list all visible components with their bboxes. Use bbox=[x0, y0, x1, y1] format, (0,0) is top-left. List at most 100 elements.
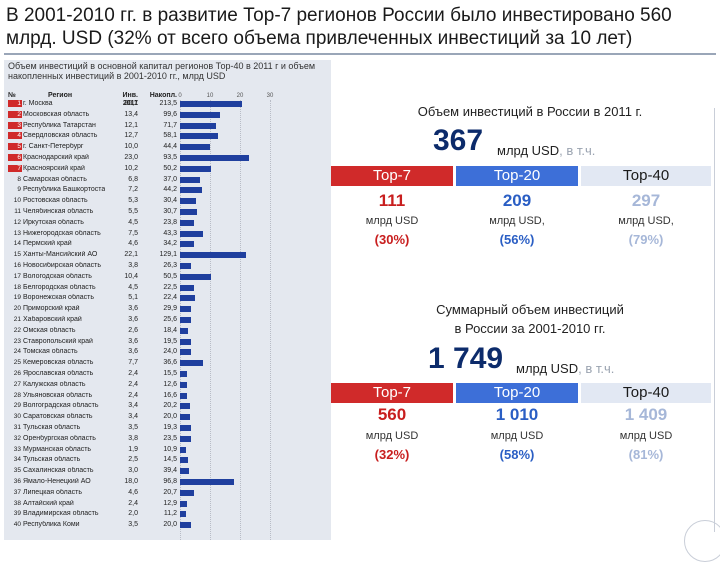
row-accumulated: 37,0 bbox=[163, 175, 177, 183]
bar-inv2011 bbox=[180, 263, 192, 269]
title-divider bbox=[4, 53, 716, 55]
unit-top20-2011: млрд USD, bbox=[489, 215, 545, 227]
bar-inv2011 bbox=[180, 425, 191, 431]
bar-inv2011 bbox=[180, 176, 201, 183]
row-rank: 39 bbox=[13, 510, 21, 518]
row-accumulated: 50,5 bbox=[163, 272, 177, 280]
row-accumulated: 16,6 bbox=[163, 391, 177, 399]
row-rank: 22 bbox=[13, 326, 21, 334]
heading-total-line2: в России за 2001-2010 гг. bbox=[454, 321, 606, 336]
row-accumulated: 10,9 bbox=[163, 445, 177, 453]
row-rank: 27 bbox=[13, 380, 21, 388]
row-rank: 17 bbox=[13, 272, 21, 280]
bar-inv2011 bbox=[180, 479, 234, 485]
row-accumulated: 20,0 bbox=[163, 413, 177, 421]
row-rank: 7 bbox=[8, 164, 22, 172]
group-box-top20-total: Тор-20 bbox=[456, 383, 578, 403]
row-region: Тульская область bbox=[23, 456, 81, 464]
value-top40-2011: 297 bbox=[631, 191, 661, 210]
row-region: Ульяновская область bbox=[23, 391, 93, 399]
group-box-top7-total: Тор-7 bbox=[331, 383, 453, 403]
row-accumulated: 213,5 bbox=[159, 100, 177, 107]
total-2001-2010-unit: млрд USD, в т.ч. bbox=[516, 361, 615, 376]
bar-inv2011 bbox=[180, 230, 203, 237]
row-accumulated: 30,4 bbox=[163, 197, 177, 205]
row-inv2011: 5,1 bbox=[128, 294, 138, 302]
header-region: Регион bbox=[48, 92, 73, 99]
bar-inv2011 bbox=[180, 111, 221, 118]
bar-inv2011 bbox=[180, 155, 249, 161]
row-inv2011: 3,8 bbox=[128, 262, 138, 269]
row-rank: 21 bbox=[13, 316, 21, 323]
bar-inv2011 bbox=[180, 187, 202, 194]
value-top20-total: 1 010 bbox=[495, 405, 539, 424]
row-accumulated: 93,5 bbox=[163, 154, 177, 161]
row-rank: 16 bbox=[13, 262, 21, 269]
bar-inv2011 bbox=[180, 284, 194, 291]
row-inv2011: 10,2 bbox=[124, 164, 138, 172]
bar-inv2011 bbox=[180, 295, 196, 302]
row-rank: 2 bbox=[8, 110, 22, 118]
row-region: Сахалинская область bbox=[23, 467, 94, 475]
row-rank: 28 bbox=[13, 391, 21, 399]
row-rank: 38 bbox=[13, 499, 21, 507]
bar-inv2011 bbox=[180, 317, 191, 323]
row-inv2011: 7,2 bbox=[128, 186, 138, 194]
row-region: Липецкая область bbox=[23, 488, 82, 496]
pct-top7-2011: (30%) bbox=[374, 232, 410, 247]
row-inv2011: 2,5 bbox=[128, 456, 138, 464]
row-accumulated: 20,2 bbox=[163, 402, 177, 410]
bar-inv2011 bbox=[180, 457, 188, 464]
header-accumulated: Накопл. bbox=[149, 92, 177, 99]
bar-inv2011 bbox=[180, 403, 191, 410]
row-inv2011: 3,6 bbox=[128, 305, 138, 313]
row-inv2011: 2,4 bbox=[128, 370, 138, 377]
row-rank: 19 bbox=[13, 294, 21, 302]
row-region: Оренбургская область bbox=[23, 434, 96, 442]
row-inv2011: 2,4 bbox=[128, 391, 138, 399]
row-region: Томская область bbox=[23, 348, 78, 356]
row-accumulated: 19,3 bbox=[163, 424, 177, 431]
row-rank: 13 bbox=[13, 229, 21, 237]
row-inv2011: 4,5 bbox=[128, 283, 138, 291]
row-accumulated: 129,1 bbox=[159, 251, 177, 259]
row-accumulated: 23,5 bbox=[163, 434, 177, 442]
row-accumulated: 58,1 bbox=[163, 132, 177, 140]
row-inv2011: 22,1 bbox=[124, 251, 138, 259]
bar-inv2011 bbox=[180, 338, 191, 345]
unit-top7-total: млрд USD bbox=[365, 430, 419, 442]
row-inv2011: 7,5 bbox=[128, 229, 138, 237]
row-inv2011: 3,6 bbox=[128, 316, 138, 323]
row-inv2011: 10,4 bbox=[124, 272, 138, 280]
decorative-corner bbox=[684, 520, 720, 562]
row-region: Краснодарский край bbox=[23, 154, 89, 161]
row-accumulated: 96,8 bbox=[163, 478, 177, 485]
row-rank: 35 bbox=[13, 467, 21, 475]
row-rank: 25 bbox=[13, 359, 21, 367]
row-region: Волгоградская область bbox=[23, 402, 99, 410]
row-region: Вологодская область bbox=[23, 272, 92, 280]
row-inv2011: 4,6 bbox=[128, 240, 138, 248]
row-accumulated: 26,3 bbox=[163, 262, 177, 269]
row-region: Республика Татарстан bbox=[23, 121, 96, 129]
group-box-top20-2011: Тор-20 bbox=[456, 166, 578, 186]
value-top20-2011: 209 bbox=[502, 191, 532, 210]
row-region: Ярославская область bbox=[23, 370, 94, 377]
row-region: Новосибирская область bbox=[23, 262, 101, 269]
row-inv2011: 13,4 bbox=[124, 110, 138, 118]
row-accumulated: 20,0 bbox=[163, 521, 177, 529]
row-rank: 36 bbox=[13, 478, 21, 485]
row-accumulated: 11,2 bbox=[163, 510, 177, 518]
row-region: Московская область bbox=[23, 110, 90, 118]
bar-inv2011 bbox=[180, 414, 191, 421]
row-inv2011: 10,0 bbox=[124, 143, 138, 151]
row-accumulated: 30,7 bbox=[163, 208, 177, 215]
row-rank: 18 bbox=[13, 283, 21, 291]
row-accumulated: 23,8 bbox=[163, 218, 177, 226]
row-rank: 6 bbox=[8, 154, 22, 161]
row-inv2011: 2,6 bbox=[128, 326, 138, 334]
pct-top20-total: (58%) bbox=[499, 447, 535, 462]
row-rank: 23 bbox=[13, 337, 21, 345]
row-inv2011: 6,8 bbox=[128, 175, 138, 183]
bar-inv2011 bbox=[180, 101, 243, 107]
